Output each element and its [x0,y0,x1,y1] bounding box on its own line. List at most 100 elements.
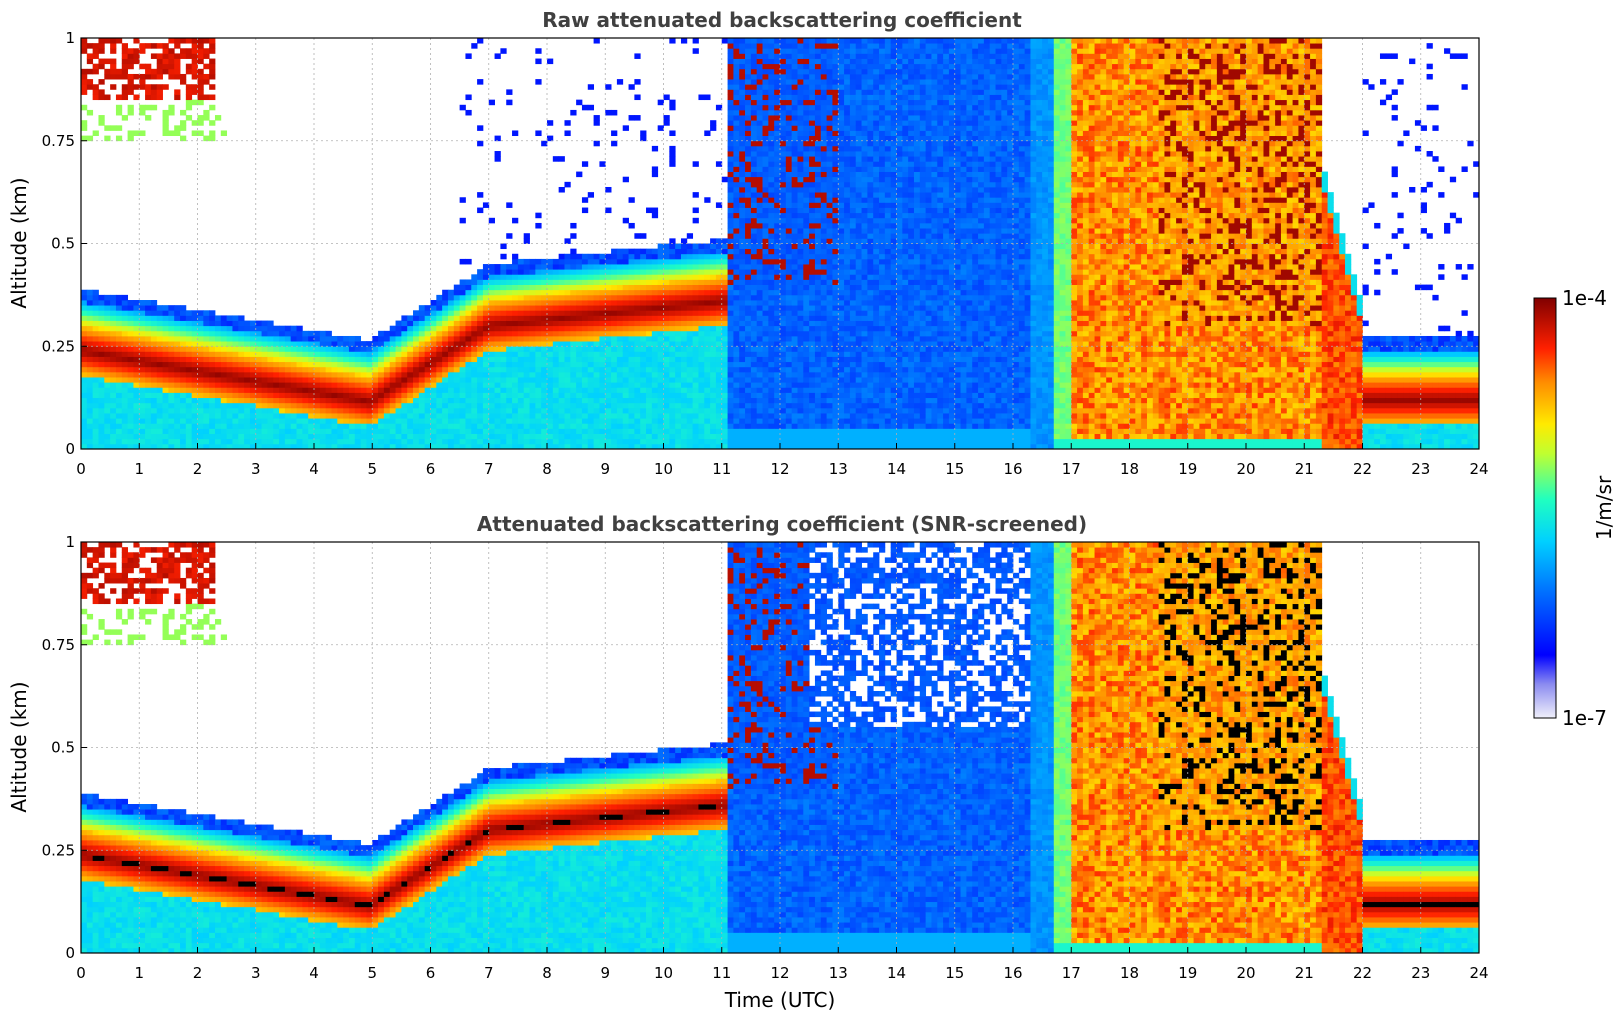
heatmap-cell [809,434,815,440]
heatmap-cell [757,408,763,414]
heatmap-cell [605,392,611,398]
heatmap-cell [291,434,297,440]
heatmap-cell [704,367,710,373]
heatmap-cell [390,326,396,332]
heatmap-cell [768,238,774,244]
heatmap-cell [797,254,803,260]
heatmap-cell [698,357,704,363]
heatmap-cell [803,146,809,152]
heatmap-cell [774,38,780,44]
heatmap-cell [582,321,588,327]
heatmap-cell [763,392,769,398]
heatmap-cell [308,387,314,393]
heatmap-cell [407,392,413,398]
heatmap-cell [407,382,413,388]
heatmap-cell [594,351,600,357]
heatmap-cell [262,387,268,393]
heatmap-cell [792,398,798,404]
heatmap-cell [518,279,524,285]
heatmap-cell [460,418,466,424]
heatmap-cell [559,439,565,445]
heatmap-cell [681,279,687,285]
heatmap-cell [81,310,87,316]
heatmap-cell [623,274,629,280]
heatmap-cell [215,377,221,383]
heatmap-cell [145,321,151,327]
heatmap-cell [564,418,570,424]
heatmap-cell [314,439,320,445]
heatmap-cell [634,300,640,306]
heatmap-cell [588,336,594,342]
heatmap-cell [774,213,780,219]
heatmap-cell [652,387,658,393]
heatmap-cell [774,305,780,311]
heatmap-cell [564,315,570,321]
heatmap-cell [157,382,163,388]
heatmap-cell [203,326,209,332]
heatmap-cell [768,64,774,70]
heatmap-cell [110,43,116,49]
heatmap-cell [145,310,151,316]
heatmap-cell [763,105,769,111]
heatmap-cell [745,413,751,419]
heatmap-cell [803,238,809,244]
heatmap-cell [186,408,192,414]
heatmap-cell [483,413,489,419]
heatmap-cell [495,382,501,388]
heatmap-cell [797,187,803,193]
heatmap-cell [780,279,786,285]
heatmap-cell [594,408,600,414]
heatmap-cell [431,300,437,306]
heatmap-cell [797,161,803,167]
heatmap-cell [203,321,209,327]
heatmap-cell [559,408,565,414]
heatmap-cell [151,423,157,429]
heatmap-cell [221,315,227,321]
heatmap-cell [594,423,600,429]
heatmap-cell [471,428,477,434]
heatmap-cell [611,315,617,321]
heatmap-cell [262,336,268,342]
heatmap-cell [133,84,139,90]
heatmap-cell [803,120,809,126]
heatmap-cell [774,341,780,347]
heatmap-cell [454,428,460,434]
heatmap-cell [314,403,320,409]
heatmap-cell [669,398,675,404]
heatmap-cell [763,202,769,208]
heatmap-cell [198,326,204,332]
heatmap-cell [128,64,134,70]
heatmap-cell [803,310,809,316]
heatmap-cell [797,326,803,332]
heatmap-cell [774,269,780,275]
heatmap-cell [460,290,466,296]
heatmap-cell [465,300,471,306]
heatmap-cell [698,305,704,311]
heatmap-cell [669,341,675,347]
heatmap-cell [518,367,524,373]
heatmap-cell [104,362,110,368]
heatmap-cell [489,387,495,393]
heatmap-cell [401,331,407,337]
heatmap-cell [716,274,722,280]
heatmap-cell [757,69,763,75]
heatmap-cell [256,336,262,342]
heatmap-cell [512,408,518,414]
heatmap-cell [273,382,279,388]
heatmap-cell [751,79,757,85]
heatmap-cell [460,392,466,398]
heatmap-cell [582,403,588,409]
heatmap-cell [401,372,407,378]
heatmap-cell [122,341,128,347]
heatmap-cell [617,315,623,321]
heatmap-cell [232,367,238,373]
heatmap-cell [454,418,460,424]
heatmap-cell [623,413,629,419]
heatmap-cell [244,357,250,363]
heatmap-cell [739,233,745,239]
heatmap-cell [110,387,116,393]
heatmap-cell [232,346,238,352]
heatmap-cell [98,367,104,373]
heatmap-cell [582,197,588,203]
heatmap-cell [436,423,442,429]
